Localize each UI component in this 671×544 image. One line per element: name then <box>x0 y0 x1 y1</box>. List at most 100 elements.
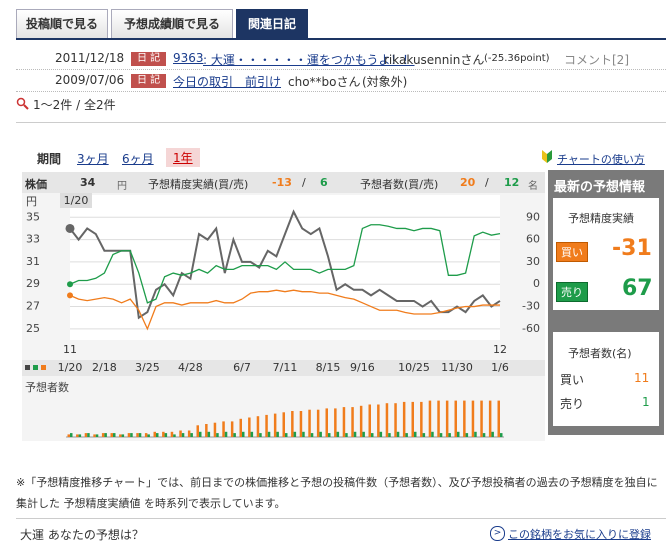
chart-help-link[interactable]: チャートの使い方 <box>557 153 645 166</box>
volume-bar <box>454 400 457 437</box>
y-tick-label: 29 <box>26 277 40 290</box>
volume-bar <box>394 403 397 437</box>
summary-sep: / <box>302 176 306 189</box>
volume-bar <box>216 433 219 437</box>
volume-bar <box>144 433 148 437</box>
volume-bar <box>448 433 451 437</box>
volume-bar <box>101 433 105 437</box>
volume-bar <box>431 431 434 437</box>
volume-bar <box>345 433 348 437</box>
plot-bg <box>70 195 500 340</box>
x-tick-label: 1/6 <box>491 361 509 374</box>
volume-bar <box>207 431 211 437</box>
volume-bar <box>351 407 354 437</box>
volume-bar <box>164 433 168 437</box>
volume-bar <box>396 431 400 437</box>
period-option-active[interactable]: 1年 <box>166 148 200 167</box>
tab[interactable]: 投稿順で見る <box>16 9 108 39</box>
x-tick-label: 3/25 <box>135 361 160 374</box>
tab[interactable]: 予想成績順で見る <box>111 9 233 39</box>
count-label: 買い <box>560 373 585 387</box>
volume-bar <box>138 433 142 437</box>
volume-bar <box>336 431 340 437</box>
diary-comment[interactable]: コメント[2] <box>564 53 629 67</box>
volume-bar <box>388 433 391 437</box>
period-option[interactable]: 3ヶ月 <box>77 152 109 166</box>
volume-bar <box>259 433 262 437</box>
volume-bar <box>385 403 389 437</box>
y-tick-label: 25 <box>26 322 40 335</box>
x-tick-label: 4/28 <box>178 361 203 374</box>
volume-bar <box>76 434 79 437</box>
diary-title[interactable]: : 大運・・・・・・運をつかもうよ！！ <box>203 53 415 67</box>
tab[interactable]: 関連日記 <box>236 9 308 39</box>
volume-bar <box>371 433 374 437</box>
series-line <box>69 289 500 331</box>
legend-square <box>33 365 38 370</box>
y2-tick-label: 0 <box>533 277 540 290</box>
volume-bar <box>474 431 477 437</box>
volume-bar <box>267 431 271 437</box>
start-marker <box>65 223 75 233</box>
volume-title: 予想者数 <box>25 380 69 394</box>
volume-bar <box>334 408 337 437</box>
volume-bar <box>104 433 107 437</box>
summary-sep: / <box>485 176 489 189</box>
diary-code[interactable]: 9363 <box>173 51 204 65</box>
diary-badge: 日 記 <box>131 52 167 66</box>
sell-badge: 売り <box>556 282 588 302</box>
favorite-link[interactable]: この銘柄をお気に入りに登録 <box>508 528 651 541</box>
count-label: 売り <box>560 397 585 411</box>
volume-bar <box>187 430 191 437</box>
summary-buy: -13 <box>272 176 292 189</box>
volume-bar <box>471 400 475 437</box>
volume-bar <box>362 431 365 437</box>
x-tick-label: 1/20 <box>58 361 83 374</box>
buy-badge: 買い <box>556 242 588 262</box>
volume-bar <box>422 433 426 437</box>
volume-bar <box>93 434 96 437</box>
volume-bar <box>482 433 486 437</box>
diary-point: (-25.36point) <box>484 53 550 64</box>
volume-bar <box>110 433 113 437</box>
section-rule <box>16 122 666 123</box>
volume-bar <box>213 422 217 437</box>
volume-bar <box>497 400 500 437</box>
summary-label: 予想精度実績(買/売) <box>148 178 249 191</box>
summary-unit: 円 <box>117 181 127 192</box>
latest-accuracy-buy: -31 <box>612 236 652 261</box>
y-unit: 円 <box>26 195 37 208</box>
volume-bar <box>230 421 234 437</box>
summary-label: 予想者数(買/売) <box>360 178 439 191</box>
help-icon <box>542 150 552 163</box>
count-buy: 11 <box>634 371 650 385</box>
y-tick-label: 31 <box>26 255 40 268</box>
volume-bar <box>377 404 380 437</box>
diary-title[interactable]: 今日の取引 前引け <box>173 75 282 89</box>
volume-bar <box>273 413 277 437</box>
volume-bar <box>291 411 294 437</box>
y-tick-label: 35 <box>26 210 40 223</box>
volume-bar <box>488 400 492 437</box>
volume-bar <box>95 434 99 437</box>
diary-user: rikakusenninさん <box>384 53 485 67</box>
volume-bar <box>84 433 88 437</box>
volume-bar <box>190 433 193 437</box>
volume-bar <box>239 418 242 437</box>
diary-badge: 日 記 <box>131 74 167 88</box>
result-count: 1〜2件 / 全2件 <box>33 98 116 112</box>
y2-tick-label: -30 <box>522 300 540 313</box>
volume-bar <box>87 433 90 437</box>
period-option[interactable]: 6ヶ月 <box>122 152 154 166</box>
volume-bar <box>250 431 254 437</box>
volume-bar <box>316 409 320 437</box>
volume-bar <box>463 400 466 437</box>
volume-bar <box>414 431 417 437</box>
volume-bar <box>170 431 174 437</box>
note: ※「予想精度推移チャート」では、前日までの株価推移と予想の投稿件数（予想者数）、… <box>16 476 658 510</box>
y2-tick-label: 30 <box>526 255 540 268</box>
volume-bar <box>199 431 202 437</box>
volume-bar <box>136 433 139 437</box>
volume-bar <box>411 401 414 437</box>
volume-bar <box>480 400 483 437</box>
